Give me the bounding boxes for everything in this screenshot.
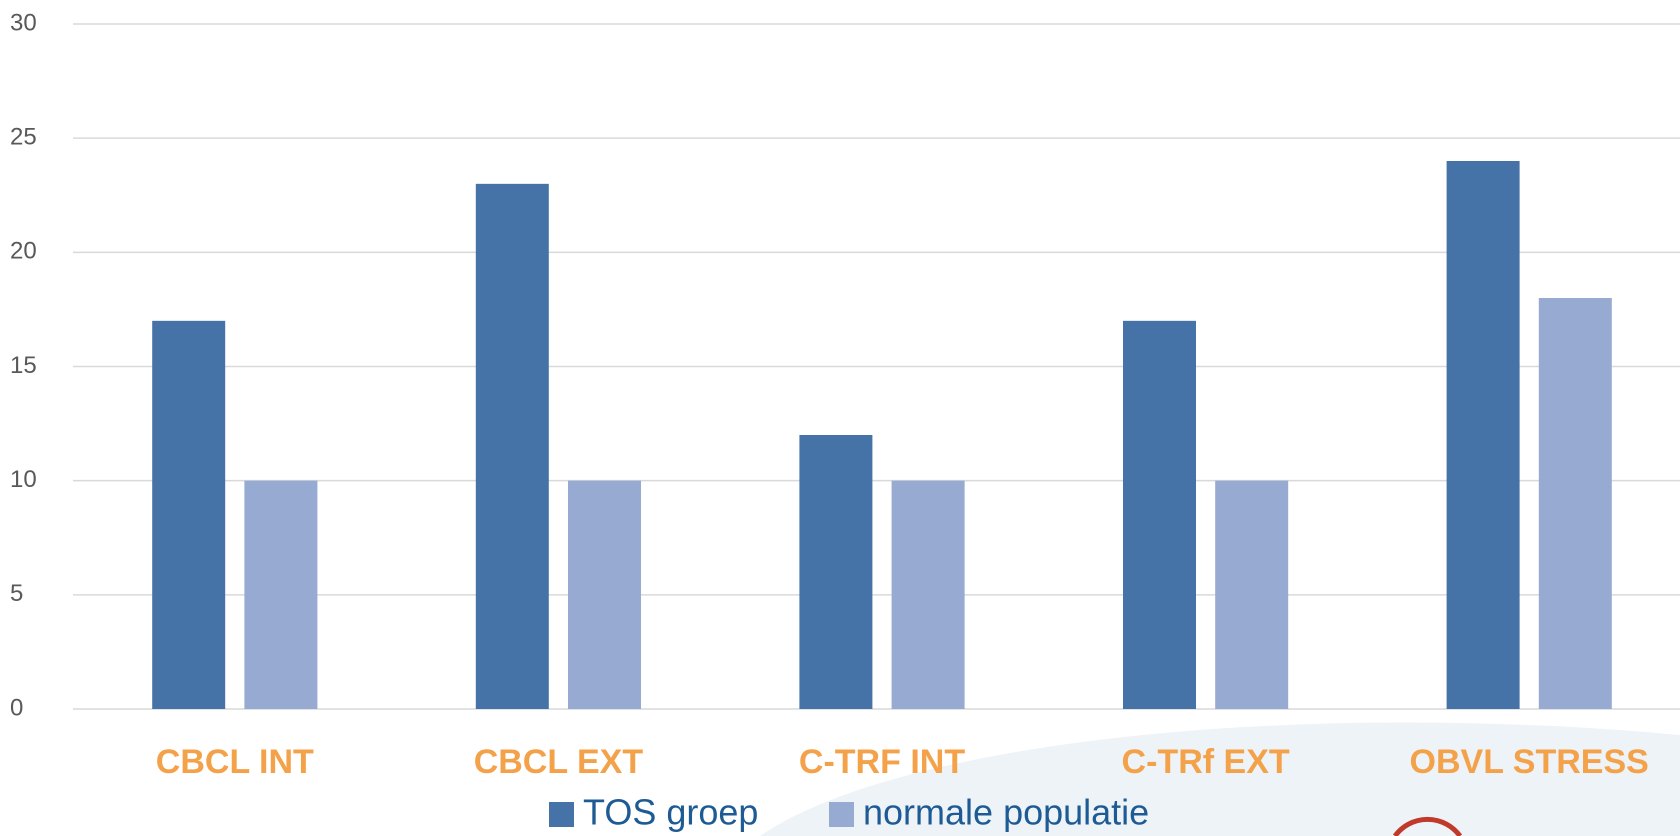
y-tick-label: 20 bbox=[10, 238, 37, 265]
x-tick-label: OBVL STRESS bbox=[1410, 743, 1649, 781]
bar bbox=[1215, 480, 1289, 709]
legend-swatch bbox=[829, 802, 854, 827]
bar bbox=[152, 320, 226, 709]
legend-label: TOS groep bbox=[583, 792, 758, 833]
y-tick-label: 10 bbox=[10, 466, 37, 493]
bar bbox=[1123, 320, 1196, 709]
y-tick-label: 0 bbox=[10, 694, 23, 721]
x-tick-label: CBCL EXT bbox=[474, 743, 644, 781]
bar bbox=[568, 480, 641, 709]
x-tick-label: C-TRf EXT bbox=[1122, 743, 1290, 781]
background-swoosh bbox=[760, 722, 1680, 836]
bar bbox=[799, 435, 873, 709]
bar bbox=[244, 480, 318, 709]
y-tick-label: 5 bbox=[10, 580, 23, 607]
bar bbox=[891, 480, 965, 709]
bar bbox=[475, 183, 549, 710]
legend-label: normale populatie bbox=[863, 792, 1149, 833]
y-tick-label: 25 bbox=[10, 124, 37, 151]
bar bbox=[1538, 298, 1612, 709]
bar bbox=[1446, 161, 1520, 709]
y-tick-label: 15 bbox=[10, 352, 37, 379]
decor-circle bbox=[1392, 816, 1463, 836]
legend-swatch bbox=[549, 802, 574, 827]
y-tick-label: 30 bbox=[10, 9, 37, 36]
x-tick-label: CBCL INT bbox=[156, 743, 314, 781]
x-tick-label: C-TRF INT bbox=[799, 743, 965, 781]
